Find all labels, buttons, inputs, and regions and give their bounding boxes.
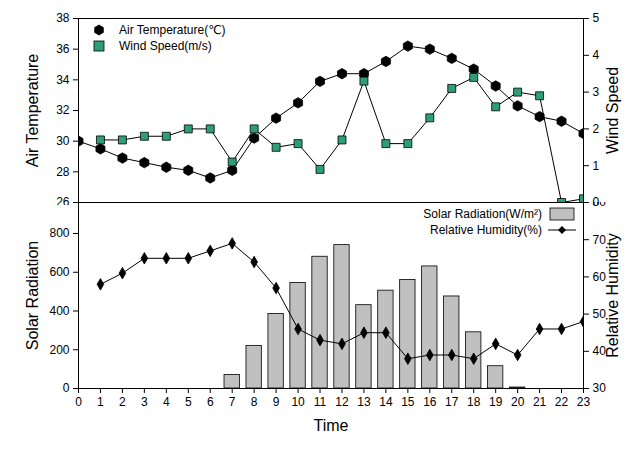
svg-text:23: 23 <box>577 395 591 409</box>
svg-text:70: 70 <box>592 232 606 247</box>
svg-text:5: 5 <box>185 395 192 409</box>
svg-text:30: 30 <box>56 134 70 148</box>
svg-text:800: 800 <box>49 226 69 240</box>
svg-text:17: 17 <box>445 395 459 409</box>
svg-text:14: 14 <box>379 395 393 409</box>
html-text:Solar Radiation(W/m²): Solar Radiation(W/m²) <box>423 207 542 221</box>
svg-text:34: 34 <box>56 73 70 87</box>
svg-text:3: 3 <box>593 85 600 99</box>
svg-text:Wind Speed: Wind Speed <box>604 67 621 154</box>
svg-text:38: 38 <box>56 11 70 25</box>
svg-text:2: 2 <box>593 122 600 136</box>
svg-text:20: 20 <box>511 395 525 409</box>
svg-text:40: 40 <box>592 344 606 359</box>
svg-text:16: 16 <box>423 395 437 409</box>
svg-text:2: 2 <box>119 395 126 409</box>
svg-text:4: 4 <box>593 48 600 62</box>
svg-text:60: 60 <box>592 269 606 284</box>
svg-text:5: 5 <box>593 11 600 25</box>
svg-text:1: 1 <box>593 159 600 173</box>
svg-text:200: 200 <box>49 343 69 357</box>
svg-text:0: 0 <box>63 381 70 395</box>
svg-text:9: 9 <box>273 395 280 409</box>
html-text:Relative Humidity(%): Relative Humidity(%) <box>430 223 542 237</box>
svg-text:26: 26 <box>56 195 70 205</box>
svg-text:6: 6 <box>207 395 214 409</box>
svg-text:10: 10 <box>291 395 305 409</box>
svg-text:400: 400 <box>49 304 69 318</box>
svg-text:21: 21 <box>533 395 547 409</box>
svg-text:0: 0 <box>75 395 82 409</box>
svg-text:22: 22 <box>555 395 569 409</box>
svg-text:32: 32 <box>56 103 70 117</box>
svg-text:Air Temperature: Air Temperature <box>24 54 41 168</box>
svg-text:8: 8 <box>251 395 258 409</box>
svg-text:19: 19 <box>489 395 503 409</box>
svg-text:7: 7 <box>229 395 236 409</box>
svg-text:28: 28 <box>56 165 70 179</box>
svg-text:36: 36 <box>56 42 70 56</box>
svg-text:Relative Humidity: Relative Humidity <box>604 233 621 357</box>
svg-text:12: 12 <box>335 395 349 409</box>
svg-text:50: 50 <box>592 306 606 321</box>
html-text:Wind Speed(m/s): Wind Speed(m/s) <box>119 39 212 53</box>
svg-text:1: 1 <box>97 395 104 409</box>
html-text:Air Temperature(℃): Air Temperature(℃) <box>119 23 226 37</box>
svg-text:3: 3 <box>141 395 148 409</box>
svg-text:Time: Time <box>314 417 349 434</box>
svg-text:600: 600 <box>49 265 69 279</box>
svg-text:15: 15 <box>401 395 415 409</box>
svg-text:80: 80 <box>593 202 607 209</box>
svg-text:Solar Radiation: Solar Radiation <box>24 241 41 350</box>
svg-text:11: 11 <box>314 395 327 409</box>
svg-text:13: 13 <box>357 395 371 409</box>
svg-text:18: 18 <box>467 395 481 409</box>
svg-text:4: 4 <box>163 395 170 409</box>
svg-text:30: 30 <box>593 381 607 395</box>
